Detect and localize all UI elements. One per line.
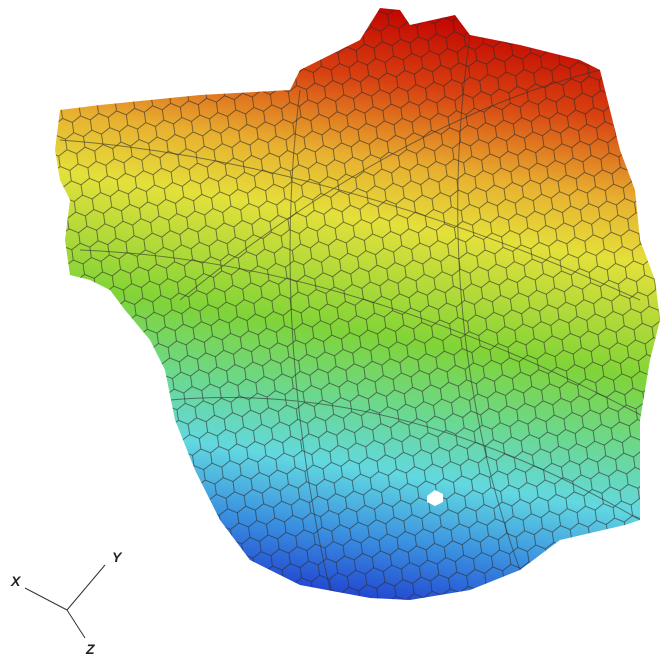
axis-triad [24, 564, 106, 639]
z-axis-line [66, 609, 86, 639]
mesh-hole [427, 490, 443, 506]
x-axis-line [24, 587, 68, 611]
y-axis-label: Y [112, 549, 123, 565]
x-axis-label: X [10, 573, 22, 589]
y-axis-line [66, 564, 106, 611]
patch-lines [59, 34, 651, 591]
z-axis-label: Z [85, 641, 95, 657]
